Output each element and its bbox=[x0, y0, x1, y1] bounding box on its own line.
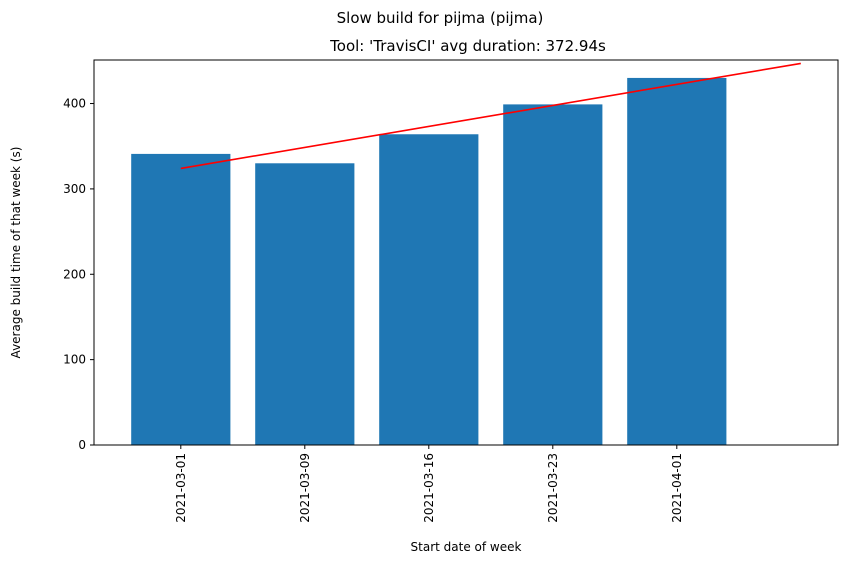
bar-2021-03-01 bbox=[131, 153, 231, 445]
trend-line bbox=[180, 62, 801, 170]
bar-2021-03-16 bbox=[379, 134, 479, 445]
y-tick-label: 300 bbox=[63, 182, 86, 196]
x-tick-label: 2021-03-09 bbox=[298, 453, 312, 523]
x-axis-label: Start date of week bbox=[411, 540, 522, 554]
trendline-group bbox=[180, 62, 801, 170]
y-tick-label: 0 bbox=[78, 438, 86, 452]
x-axis-ticks: 2021-03-01 2021-03-09 2021-03-16 2021-03-23… bbox=[174, 445, 684, 523]
x-tick-label: 2021-03-16 bbox=[422, 453, 436, 523]
y-axis-label: Average build time of that week (s) bbox=[9, 147, 23, 359]
y-tick-label: 100 bbox=[63, 353, 86, 367]
chart-subtitle: Tool: 'TravisCI' avg duration: 372.94s bbox=[329, 37, 606, 55]
y-tick-label: 200 bbox=[63, 267, 86, 281]
y-tick-label: 400 bbox=[63, 97, 86, 111]
plot-frame bbox=[93, 59, 839, 446]
bar-2021-03-23 bbox=[503, 104, 603, 445]
x-tick-label: 2021-03-01 bbox=[174, 453, 188, 523]
chart-title: Slow build for pijma (pijma) bbox=[337, 9, 544, 27]
x-tick-label: 2021-03-23 bbox=[546, 453, 560, 523]
bars-group bbox=[131, 77, 727, 446]
bar-2021-04-01 bbox=[627, 77, 727, 446]
x-tick-label: 2021-04-01 bbox=[670, 453, 684, 523]
bar-2021-03-09 bbox=[255, 163, 355, 446]
y-axis-ticks: 0 100 200 300 400 bbox=[63, 97, 94, 452]
